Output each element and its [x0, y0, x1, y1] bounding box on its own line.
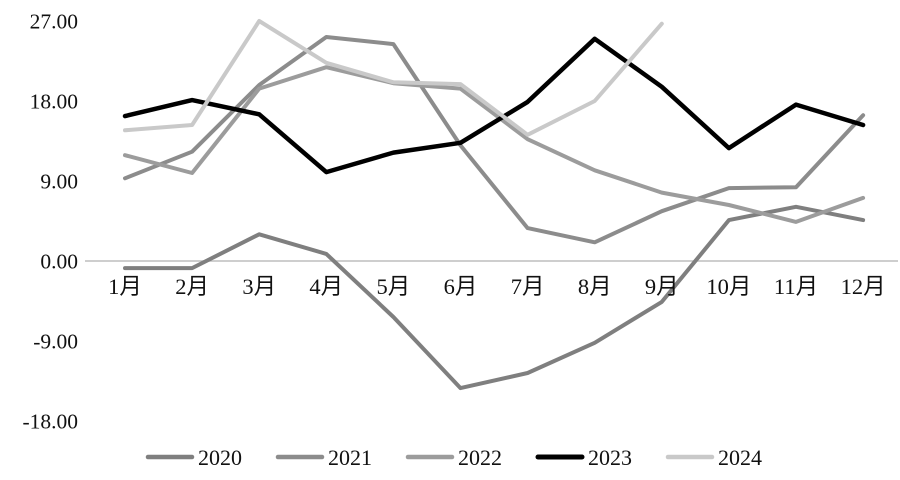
x-tick-label: 10月 — [706, 274, 751, 299]
series-line-2021 — [123, 35, 866, 245]
x-tick-label: 4月 — [309, 274, 343, 299]
y-tick-label: 0.00 — [40, 250, 78, 274]
series-line-2022 — [123, 65, 866, 224]
series-line-2024 — [123, 19, 664, 137]
x-tick-label: 1月 — [108, 274, 142, 299]
y-tick-label: -9.00 — [33, 330, 78, 354]
legend-item-2021: 2021 — [275, 445, 372, 470]
y-tick-label: -18.00 — [22, 410, 78, 434]
x-tick-label: 8月 — [578, 274, 612, 299]
chart-legend: 2020 2021 2022 2023 2024 — [145, 445, 762, 470]
x-tick-label: 3月 — [242, 274, 276, 299]
x-tick-label: 2月 — [175, 274, 209, 299]
y-axis-labels: 27.00 18.00 9.00 0.00 -9.00 -18.00 — [22, 10, 78, 434]
series-line-2020 — [123, 204, 866, 391]
legend-item-2022: 2022 — [405, 445, 502, 470]
y-tick-label: 27.00 — [30, 10, 78, 34]
x-tick-label: 12月 — [841, 274, 886, 299]
legend-item-2024: 2024 — [665, 445, 762, 470]
legend-label-2023: 2023 — [588, 445, 632, 470]
legend-item-2023: 2023 — [535, 445, 632, 470]
x-axis-labels: 1月 2月 3月 4月 5月 6月 7月 8月 9月 10月 11月 12月 — [108, 274, 885, 299]
x-tick-label: 5月 — [377, 274, 411, 299]
y-tick-label: 18.00 — [30, 90, 78, 114]
x-tick-label: 7月 — [511, 274, 545, 299]
series-line-2023 — [122, 36, 866, 175]
x-tick-label: 6月 — [444, 274, 478, 299]
legend-item-2020: 2020 — [145, 445, 242, 470]
legend-label-2021: 2021 — [328, 445, 372, 470]
x-tick-label: 11月 — [774, 274, 818, 299]
legend-label-2022: 2022 — [458, 445, 502, 470]
y-tick-label: 9.00 — [40, 170, 78, 194]
series-layer — [122, 19, 866, 391]
x-tick-label: 9月 — [645, 274, 679, 299]
legend-label-2020: 2020 — [198, 445, 242, 470]
legend-label-2024: 2024 — [718, 445, 762, 470]
